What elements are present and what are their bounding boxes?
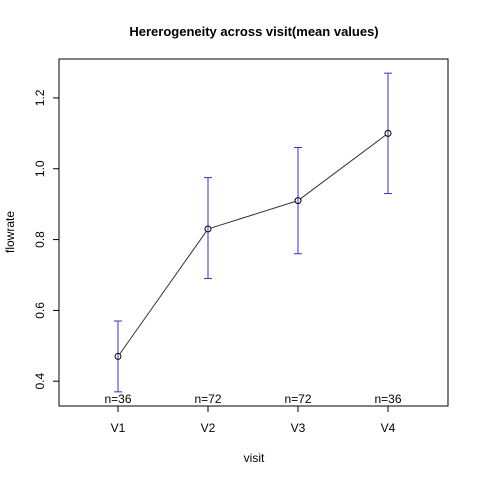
x-axis: V1 V2 V3 V4 xyxy=(111,405,396,435)
data-point xyxy=(114,352,122,360)
x-tick-label: V1 xyxy=(111,421,126,435)
y-tick-label: 0.4 xyxy=(33,373,47,390)
series-line-segment xyxy=(210,201,296,229)
error-bars xyxy=(114,72,392,393)
y-axis: 0.4 0.6 0.8 1.0 1.2 xyxy=(33,89,60,390)
series-line-segment xyxy=(300,134,386,200)
series-line-segment xyxy=(119,231,207,355)
y-tick-label: 1.0 xyxy=(33,160,47,177)
count-label: n=72 xyxy=(284,392,311,406)
count-labels: n=36 n=72 n=72 n=36 xyxy=(104,392,401,406)
x-tick-label: V4 xyxy=(381,421,396,435)
y-tick-label: 1.2 xyxy=(33,89,47,106)
x-axis-title: visit xyxy=(244,451,265,465)
chart-title: Hererogeneity across visit(mean values) xyxy=(129,24,378,39)
count-label: n=72 xyxy=(194,392,221,406)
y-tick-label: 0.8 xyxy=(33,231,47,248)
y-axis-title: flowrate xyxy=(3,211,17,253)
data-point xyxy=(204,225,212,233)
x-tick-label: V2 xyxy=(201,421,216,435)
data-point xyxy=(294,197,302,205)
x-tick-label: V3 xyxy=(291,421,306,435)
data-point xyxy=(384,129,392,137)
y-tick-label: 0.6 xyxy=(33,302,47,319)
count-label: n=36 xyxy=(374,392,401,406)
series-mean-flowrate xyxy=(114,129,392,360)
count-label: n=36 xyxy=(104,392,131,406)
